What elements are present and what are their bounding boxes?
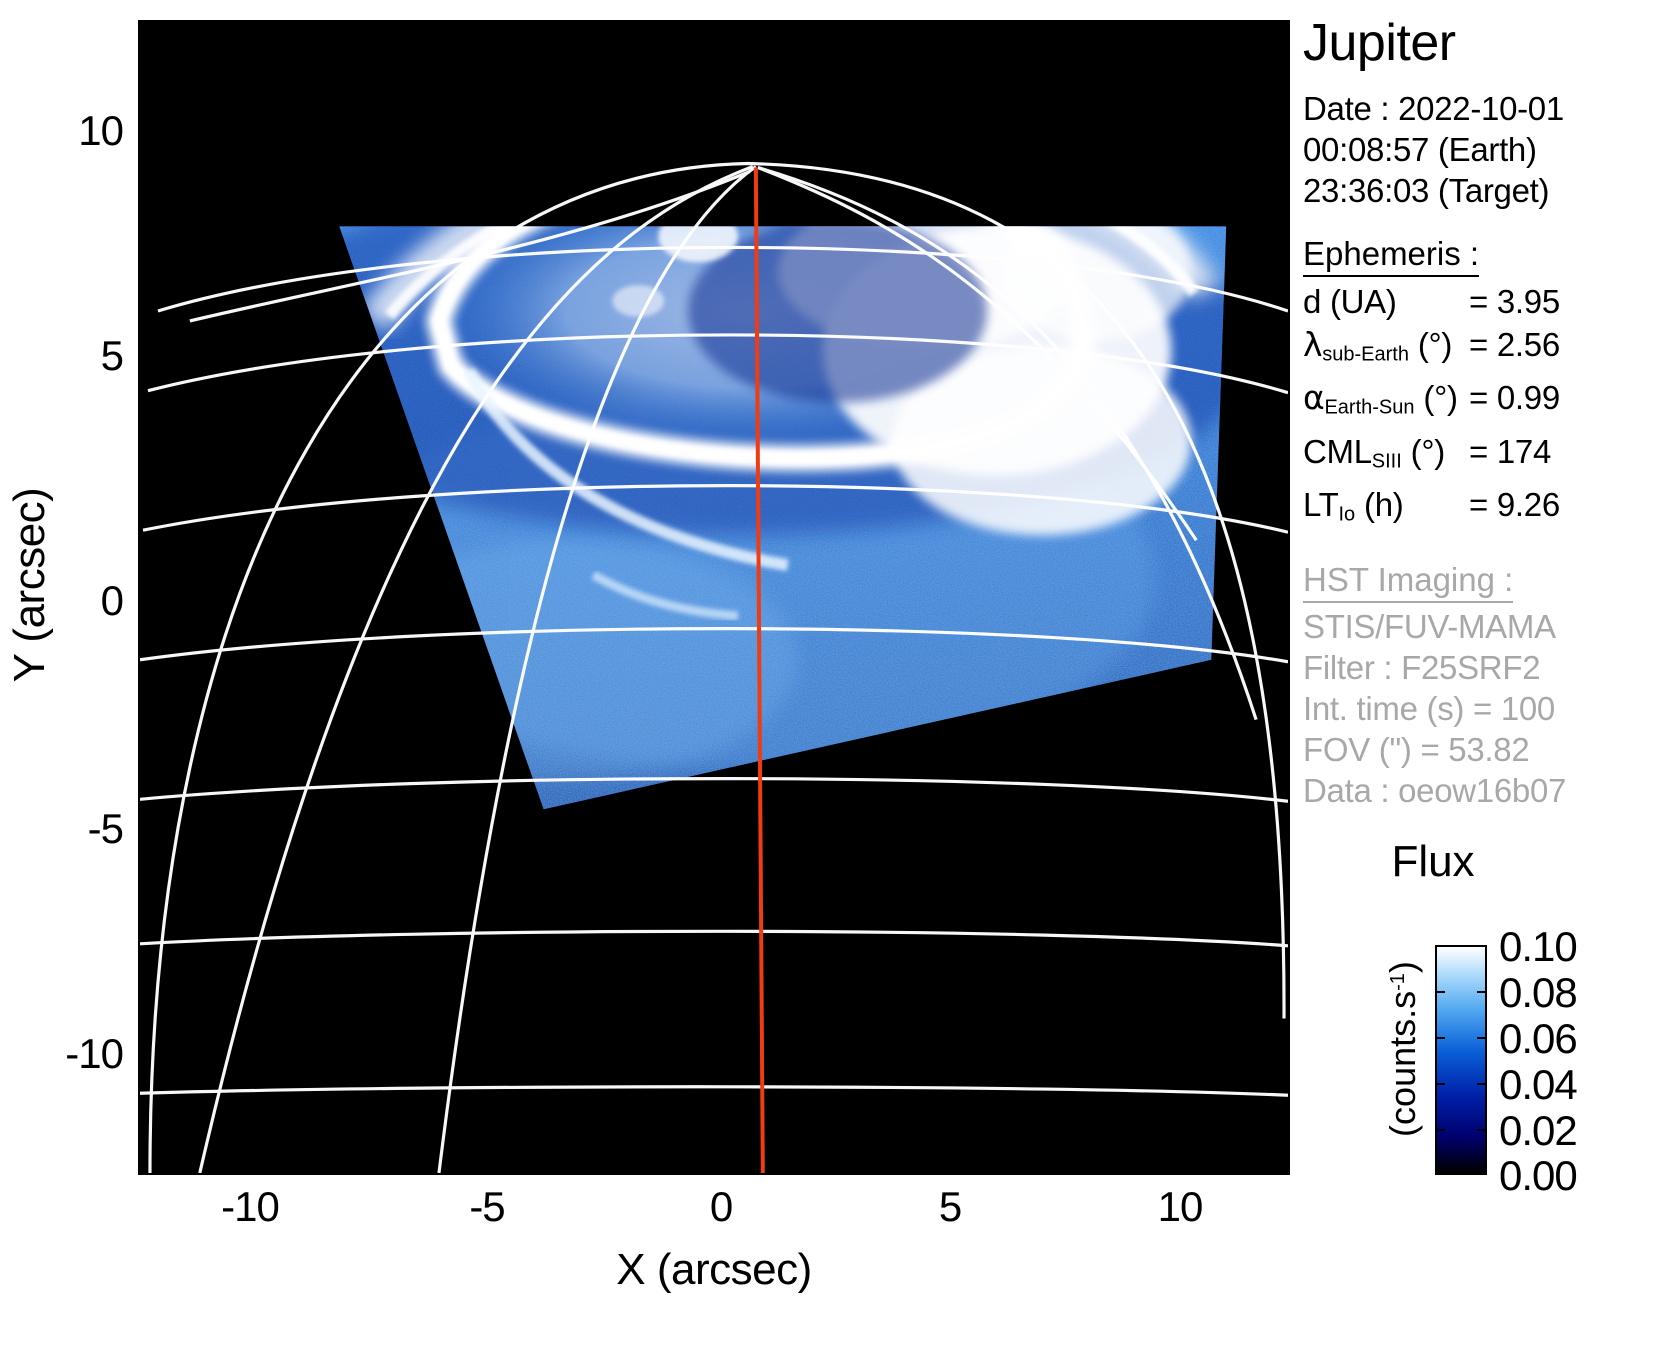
hst-filter: Filter : F25SRF2	[1303, 648, 1541, 686]
x-tick-label: -5	[469, 1183, 505, 1230]
colorbar-tick-label: 0.04	[1499, 1061, 1578, 1108]
observation-time-earth: 00:08:57 (Earth)	[1303, 131, 1537, 168]
colorbar-block: Flux (counts.s-1) 0.10 0.08 0.06 0.04 0.…	[1303, 838, 1671, 1198]
hst-dataset-id: Data : oeow16b07	[1303, 771, 1567, 809]
ephemeris-value: 0.99	[1496, 379, 1560, 417]
ephemeris-heading: Ephemeris :	[1303, 233, 1480, 277]
colorbar-gradient	[1435, 945, 1487, 1175]
page-title: Jupiter	[1303, 14, 1456, 72]
ephemeris-unit: (UA)	[1329, 283, 1397, 320]
ephemeris-row-distance: d (UA) = 3.95	[1303, 280, 1671, 323]
aurora-image-panel	[138, 20, 1290, 1175]
ephemeris-unit: (°)	[1417, 326, 1453, 363]
ephemeris-symbol: d	[1303, 283, 1322, 320]
coordinate-grid	[140, 161, 1288, 1173]
colorbar-unit-label: (counts.s-1)	[1382, 899, 1424, 1199]
ephemeris-unit: (h)	[1364, 486, 1404, 524]
ephemeris-row-sub-earth-longitude: λsub-Earth (°) = 2.56	[1303, 323, 1671, 376]
colorbar-tick-label: 0.02	[1499, 1107, 1578, 1154]
ephemeris-value: 9.26	[1496, 486, 1560, 524]
observation-date: Date : 2022-10-01	[1303, 90, 1564, 127]
metadata-panel: Jupiter Date : 2022-10-01 00:08:57 (Eart…	[1303, 14, 1671, 811]
ephemeris-value: 174	[1496, 432, 1552, 470]
hst-imaging-heading: HST Imaging :	[1303, 559, 1514, 603]
colorbar-unit-exponent: -1	[1387, 973, 1409, 991]
colorbar-tick-label: 0.00	[1499, 1152, 1578, 1199]
ephemeris-row-phase-angle: αEarth-Sun (°) = 0.99	[1303, 376, 1671, 429]
ephemeris-row-io-local-time: LTIo (h) = 9.26	[1303, 483, 1671, 536]
ephemeris-symbol: α	[1303, 378, 1325, 418]
hst-fov: FOV (") = 53.82	[1303, 730, 1530, 768]
ephemeris-unit: (°)	[1410, 432, 1446, 470]
ephemeris-value: 3.95	[1496, 283, 1560, 320]
y-tick-label: -5	[87, 805, 124, 852]
ephemeris-equals: =	[1469, 432, 1488, 470]
ephemeris-symbol: CML	[1303, 432, 1372, 470]
y-tick-label: 5	[100, 332, 124, 379]
observation-time-target: 23:36:03 (Target)	[1303, 172, 1550, 209]
ephemeris-equals: =	[1469, 379, 1488, 417]
y-tick-label: 0	[100, 577, 124, 624]
ephemeris-symbol: λ	[1303, 325, 1323, 364]
x-axis-title: X (arcsec)	[616, 1245, 812, 1294]
ephemeris-subscript: Earth-Sun	[1324, 396, 1415, 419]
x-tick-label: 10	[1157, 1183, 1204, 1230]
y-axis-title: Y (arcsec)	[5, 487, 54, 683]
ephemeris-subscript: sub-Earth	[1322, 343, 1409, 366]
ephemeris-value: 2.56	[1496, 326, 1560, 363]
ephemeris-subscript: SIII	[1371, 450, 1402, 473]
hst-instrument: STIS/FUV-MAMA	[1303, 607, 1556, 645]
central-meridian-line	[753, 167, 765, 1173]
ephemeris-equals: =	[1469, 486, 1488, 524]
ephemeris-equals: =	[1469, 283, 1488, 320]
ephemeris-row-cml: CMLSIII (°) = 174	[1303, 430, 1671, 483]
aurora-heatmap	[140, 22, 1288, 1173]
auroral-oval	[360, 226, 1221, 621]
x-tick-label: 0	[709, 1183, 733, 1230]
ephemeris-unit: (°)	[1423, 379, 1458, 417]
x-tick-label: -10	[221, 1183, 280, 1230]
colorbar-tick-label: 0.08	[1499, 969, 1578, 1016]
colorbar-tick-label: 0.06	[1499, 1015, 1578, 1062]
ephemeris-equals: =	[1469, 326, 1488, 363]
colorbar-unit-close: )	[1382, 961, 1423, 974]
colorbar-unit-text: (counts.s	[1382, 990, 1423, 1137]
hst-integration-time: Int. time (s) = 100	[1303, 689, 1555, 727]
x-tick-label: 5	[938, 1183, 962, 1230]
ephemeris-subscript: Io	[1338, 503, 1356, 526]
y-tick-label: 10	[78, 107, 124, 154]
colorbar-tick-label: 0.10	[1499, 923, 1578, 970]
y-tick-label: -10	[65, 1030, 124, 1077]
colorbar-title: Flux	[1391, 837, 1475, 886]
ephemeris-symbol: LT	[1303, 486, 1339, 524]
